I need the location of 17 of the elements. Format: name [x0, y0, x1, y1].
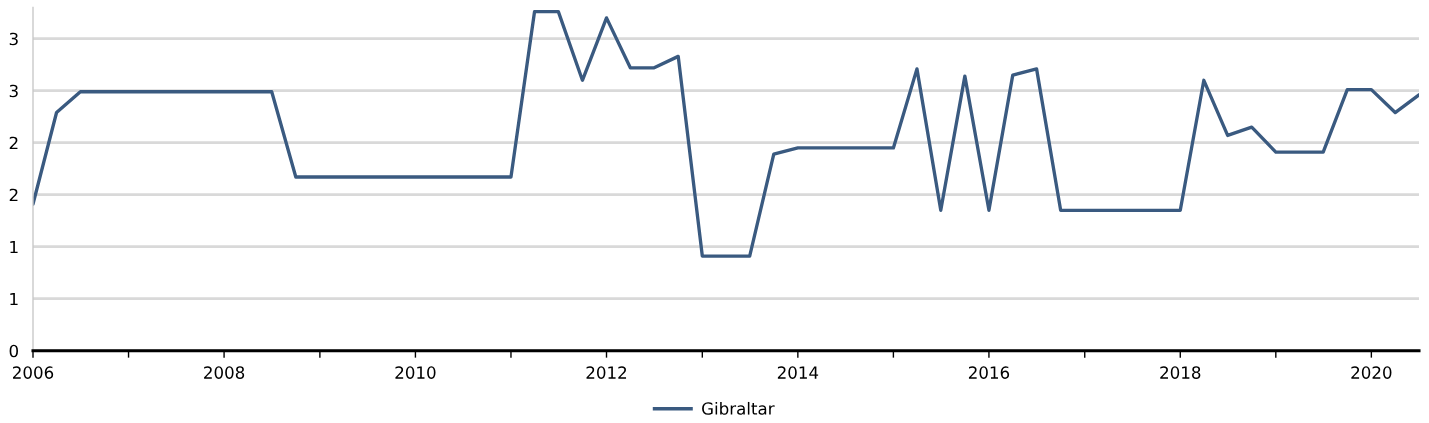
y-tick-label: 3 [9, 32, 18, 46]
y-tick-label: 1 [10, 292, 18, 306]
legend-label: Gibraltar [702, 401, 775, 415]
y-tick-label: 2 [9, 188, 18, 202]
x-tick-label: 2008 [204, 366, 245, 379]
y-tick-label: 3 [9, 84, 18, 98]
y-tick-label: 2 [9, 136, 18, 150]
x-tick-label: 2016 [968, 366, 1010, 379]
x-tick-label: 2006 [13, 366, 54, 379]
x-tick-label: 2014 [777, 366, 819, 379]
y-tick-label: 1 [10, 240, 18, 254]
x-tick-label: 2018 [1160, 366, 1201, 379]
x-tick-label: 2010 [395, 366, 436, 379]
line-series [33, 9, 1419, 258]
x-tick-label: 2012 [586, 366, 627, 379]
x-tick-label: 2020 [1351, 366, 1392, 379]
y-tick-label: 0 [9, 344, 18, 358]
